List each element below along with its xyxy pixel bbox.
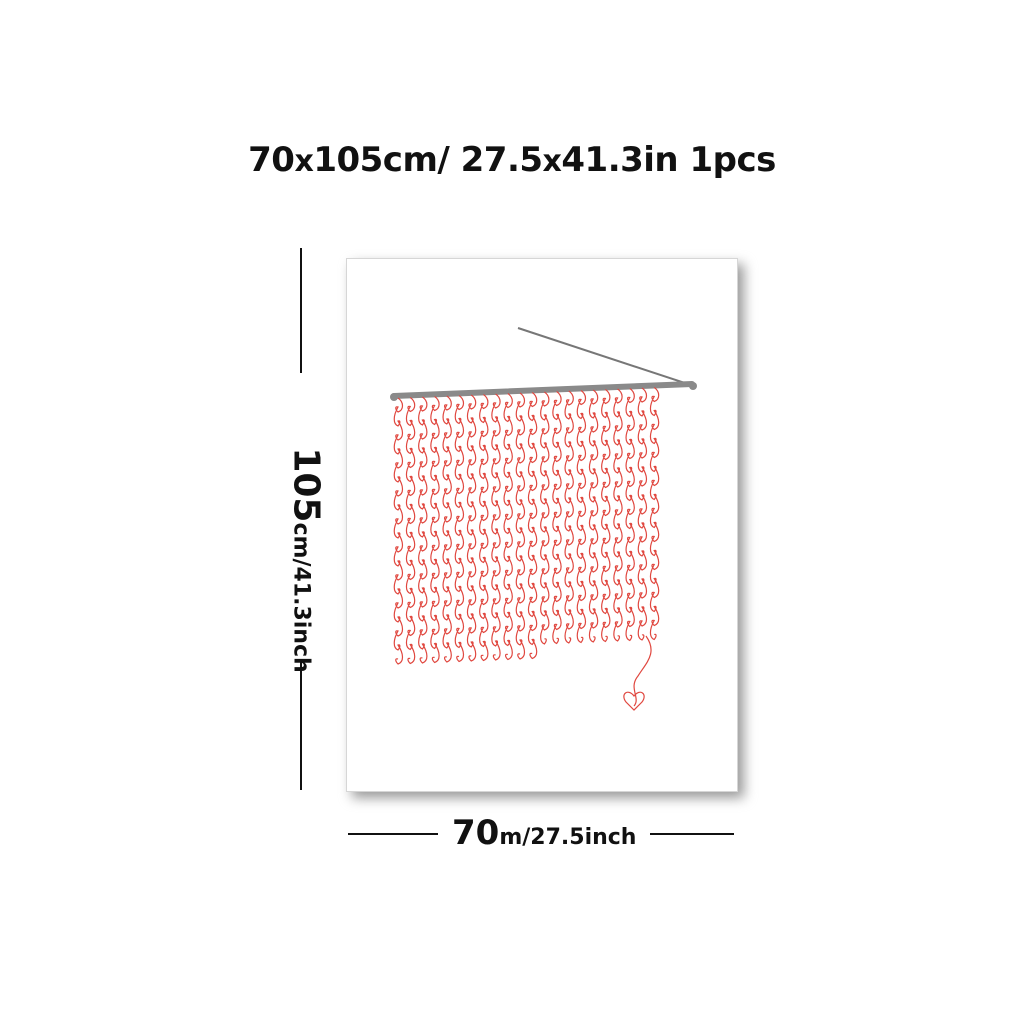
yarn-lettering xyxy=(393,387,660,665)
yarn-column xyxy=(576,390,587,644)
yarn-column xyxy=(515,392,526,660)
poster-canvas xyxy=(346,258,738,792)
yarn-column xyxy=(479,394,489,662)
width-line-right xyxy=(650,833,734,835)
width-dimension-label: 70m/27.5inch xyxy=(452,813,636,853)
title-width-in: 27.5 xyxy=(460,140,543,180)
height-dimension-label: 105cm/41.3inch xyxy=(286,447,327,672)
height-line-top xyxy=(300,248,302,373)
yarn-column xyxy=(564,390,574,644)
yarn-column xyxy=(430,396,440,664)
yarn-column xyxy=(527,392,538,660)
title-x2: x xyxy=(542,144,562,179)
yarn-column xyxy=(552,391,562,645)
title-x1: x xyxy=(294,144,314,179)
yarn-column xyxy=(588,389,599,643)
needle-knob-right xyxy=(689,382,697,390)
width-unit: m/27.5inch xyxy=(499,825,637,850)
width-value: 70 xyxy=(452,813,500,853)
knitting-artwork xyxy=(390,327,697,711)
yarn-column xyxy=(637,387,648,641)
yarn-column xyxy=(601,389,611,643)
height-unit: cm/41.3inch xyxy=(288,522,314,673)
yarn-column xyxy=(466,394,477,662)
size-title: 70x105cm/ 27.5x41.3in 1pcs xyxy=(0,140,1024,180)
title-count: 1pcs xyxy=(689,140,776,180)
yarn-column xyxy=(649,387,660,641)
heart-icon xyxy=(623,691,645,711)
title-width-cm: 70 xyxy=(248,140,295,180)
height-line-bottom xyxy=(300,660,302,790)
yarn-column xyxy=(442,395,452,663)
yarn-column xyxy=(393,397,404,665)
yarn-column xyxy=(491,393,501,661)
title-height-cm: 105cm/ xyxy=(313,140,450,180)
yarn-column xyxy=(418,396,428,664)
yarn-column xyxy=(540,391,550,645)
needle-back xyxy=(517,327,695,387)
yarn-tail xyxy=(633,635,652,707)
width-line-left xyxy=(348,833,438,835)
title-height-in: 41.3in xyxy=(561,140,679,180)
needle-front xyxy=(391,381,695,399)
yarn-column xyxy=(405,397,416,665)
height-value: 105 xyxy=(285,447,327,523)
yarn-column xyxy=(503,393,513,661)
yarn-column xyxy=(454,395,465,663)
yarn-column xyxy=(613,388,623,642)
yarn-column xyxy=(625,388,635,642)
needle-knob-left xyxy=(390,393,398,401)
